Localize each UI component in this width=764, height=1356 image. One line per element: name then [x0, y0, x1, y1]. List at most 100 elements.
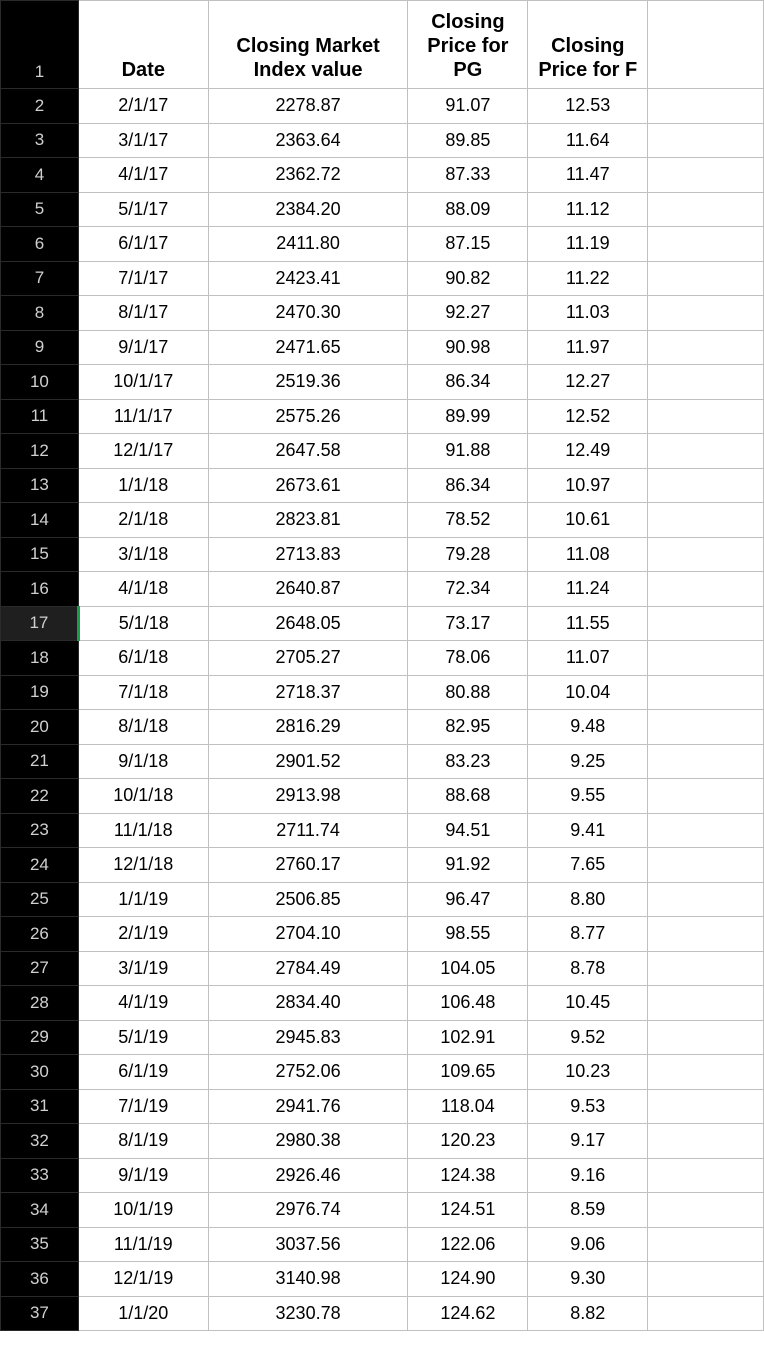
cell-date[interactable]: 10/1/18 — [78, 779, 208, 814]
cell-date[interactable]: 12/1/19 — [78, 1262, 208, 1297]
cell-pg[interactable]: 86.34 — [408, 468, 528, 503]
cell-pg[interactable]: 104.05 — [408, 951, 528, 986]
cell-blank[interactable] — [648, 123, 764, 158]
row-number[interactable]: 16 — [1, 572, 79, 607]
cell-pg[interactable]: 118.04 — [408, 1089, 528, 1124]
cell-pg[interactable]: 124.90 — [408, 1262, 528, 1297]
column-header-f[interactable]: Closing Price for F — [528, 1, 648, 89]
cell-blank[interactable] — [648, 1055, 764, 1090]
cell-index[interactable]: 2913.98 — [208, 779, 408, 814]
cell-index[interactable]: 2976.74 — [208, 1193, 408, 1228]
row-number[interactable]: 20 — [1, 710, 79, 745]
cell-f[interactable]: 9.48 — [528, 710, 648, 745]
cell-pg[interactable]: 82.95 — [408, 710, 528, 745]
cell-index[interactable]: 2648.05 — [208, 606, 408, 641]
cell-pg[interactable]: 109.65 — [408, 1055, 528, 1090]
cell-index[interactable]: 2471.65 — [208, 330, 408, 365]
cell-date[interactable]: 1/1/20 — [78, 1296, 208, 1331]
cell-pg[interactable]: 90.98 — [408, 330, 528, 365]
cell-f[interactable]: 10.04 — [528, 675, 648, 710]
row-number[interactable]: 33 — [1, 1158, 79, 1193]
cell-blank[interactable] — [648, 434, 764, 469]
row-number[interactable]: 21 — [1, 744, 79, 779]
cell-f[interactable]: 8.77 — [528, 917, 648, 952]
cell-date[interactable]: 4/1/17 — [78, 158, 208, 193]
row-number[interactable]: 2 — [1, 89, 79, 124]
column-header-index[interactable]: Closing Market Index value — [208, 1, 408, 89]
cell-index[interactable]: 2647.58 — [208, 434, 408, 469]
row-number[interactable]: 8 — [1, 296, 79, 331]
row-number[interactable]: 13 — [1, 468, 79, 503]
cell-blank[interactable] — [648, 744, 764, 779]
cell-date[interactable]: 7/1/18 — [78, 675, 208, 710]
cell-pg[interactable]: 72.34 — [408, 572, 528, 607]
cell-f[interactable]: 11.03 — [528, 296, 648, 331]
cell-f[interactable]: 8.82 — [528, 1296, 648, 1331]
cell-blank[interactable] — [648, 1020, 764, 1055]
cell-pg[interactable]: 124.62 — [408, 1296, 528, 1331]
row-number[interactable]: 26 — [1, 917, 79, 952]
row-number[interactable]: 37 — [1, 1296, 79, 1331]
cell-f[interactable]: 11.22 — [528, 261, 648, 296]
cell-index[interactable]: 2711.74 — [208, 813, 408, 848]
cell-index[interactable]: 2980.38 — [208, 1124, 408, 1159]
cell-index[interactable]: 2470.30 — [208, 296, 408, 331]
row-number[interactable]: 29 — [1, 1020, 79, 1055]
cell-f[interactable]: 11.64 — [528, 123, 648, 158]
cell-f[interactable]: 9.53 — [528, 1089, 648, 1124]
cell-blank[interactable] — [648, 848, 764, 883]
cell-index[interactable]: 2519.36 — [208, 365, 408, 400]
cell-date[interactable]: 1/1/19 — [78, 882, 208, 917]
row-number[interactable]: 31 — [1, 1089, 79, 1124]
cell-f[interactable]: 11.47 — [528, 158, 648, 193]
cell-index[interactable]: 2713.83 — [208, 537, 408, 572]
cell-blank[interactable] — [648, 192, 764, 227]
cell-index[interactable]: 2945.83 — [208, 1020, 408, 1055]
cell-blank[interactable] — [648, 261, 764, 296]
row-number[interactable]: 34 — [1, 1193, 79, 1228]
cell-date[interactable]: 9/1/17 — [78, 330, 208, 365]
cell-f[interactable]: 9.17 — [528, 1124, 648, 1159]
row-number[interactable]: 7 — [1, 261, 79, 296]
spreadsheet[interactable]: 1 Date Closing Market Index value Closin… — [0, 0, 764, 1331]
cell-pg[interactable]: 80.88 — [408, 675, 528, 710]
cell-date[interactable]: 12/1/17 — [78, 434, 208, 469]
cell-f[interactable]: 10.61 — [528, 503, 648, 538]
cell-pg[interactable]: 83.23 — [408, 744, 528, 779]
cell-date[interactable]: 6/1/19 — [78, 1055, 208, 1090]
cell-date[interactable]: 2/1/17 — [78, 89, 208, 124]
cell-blank[interactable] — [648, 330, 764, 365]
cell-f[interactable]: 9.06 — [528, 1227, 648, 1262]
cell-pg[interactable]: 78.06 — [408, 641, 528, 676]
cell-index[interactable]: 2823.81 — [208, 503, 408, 538]
cell-index[interactable]: 2705.27 — [208, 641, 408, 676]
row-number[interactable]: 36 — [1, 1262, 79, 1297]
row-number[interactable]: 15 — [1, 537, 79, 572]
cell-pg[interactable]: 91.92 — [408, 848, 528, 883]
cell-date[interactable]: 7/1/19 — [78, 1089, 208, 1124]
cell-pg[interactable]: 89.85 — [408, 123, 528, 158]
cell-blank[interactable] — [648, 710, 764, 745]
cell-date[interactable]: 11/1/19 — [78, 1227, 208, 1262]
cell-blank[interactable] — [648, 89, 764, 124]
column-header-pg[interactable]: Closing Price for PG — [408, 1, 528, 89]
cell-pg[interactable]: 79.28 — [408, 537, 528, 572]
cell-date[interactable]: 10/1/17 — [78, 365, 208, 400]
cell-blank[interactable] — [648, 606, 764, 641]
cell-date[interactable]: 8/1/18 — [78, 710, 208, 745]
cell-blank[interactable] — [648, 1124, 764, 1159]
cell-f[interactable]: 11.12 — [528, 192, 648, 227]
cell-date[interactable]: 2/1/19 — [78, 917, 208, 952]
cell-pg[interactable]: 96.47 — [408, 882, 528, 917]
cell-index[interactable]: 2673.61 — [208, 468, 408, 503]
cell-pg[interactable]: 122.06 — [408, 1227, 528, 1262]
cell-pg[interactable]: 87.15 — [408, 227, 528, 262]
cell-date[interactable]: 5/1/17 — [78, 192, 208, 227]
cell-date[interactable]: 12/1/18 — [78, 848, 208, 883]
cell-blank[interactable] — [648, 675, 764, 710]
cell-blank[interactable] — [648, 365, 764, 400]
cell-date[interactable]: 11/1/17 — [78, 399, 208, 434]
column-header-date[interactable]: Date — [78, 1, 208, 89]
cell-date[interactable]: 6/1/18 — [78, 641, 208, 676]
cell-date[interactable]: 1/1/18 — [78, 468, 208, 503]
